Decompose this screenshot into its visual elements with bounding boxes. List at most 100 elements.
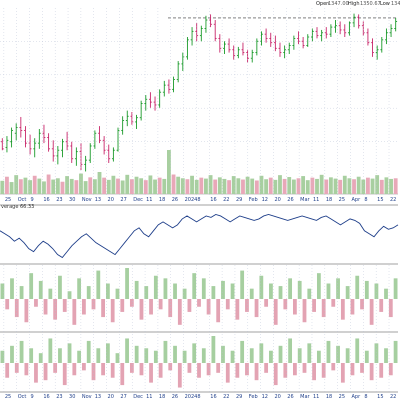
date-tick-label: 29 xyxy=(236,394,242,400)
histogram-bar xyxy=(393,340,398,363)
date-tick-label: 13 xyxy=(95,197,101,203)
date-tick-label: 20 xyxy=(274,197,280,203)
histogram-bar xyxy=(163,340,168,363)
date-axis-top: 25 Oct 9 16 23 30 Nov 13 20 27 Dec 11 18 26 2024 8 16 22 2… xyxy=(3,8,396,203)
histogram-bar xyxy=(53,299,58,320)
volume-bar xyxy=(171,174,176,194)
volume-bar xyxy=(241,179,245,194)
volume-bar xyxy=(250,178,255,194)
histogram-bar xyxy=(105,343,110,363)
histogram-bar xyxy=(360,363,364,373)
volume-bar xyxy=(254,180,259,194)
histogram-bar xyxy=(158,299,163,310)
histogram-bar xyxy=(221,345,225,363)
histogram-bar xyxy=(197,363,201,378)
histogram-bar xyxy=(173,345,177,363)
histogram-bar xyxy=(312,299,316,312)
date-tick-label: 26 xyxy=(172,394,178,400)
histogram-bar xyxy=(273,363,278,386)
histogram-bar xyxy=(0,350,5,363)
date-tick-label: Apr xyxy=(351,197,361,203)
date-tick-label: 20 xyxy=(108,394,114,400)
histogram-bar xyxy=(364,350,369,363)
volume-bar xyxy=(356,176,361,194)
histogram-bar xyxy=(43,299,48,315)
volume-bar xyxy=(338,179,343,194)
volume-bar xyxy=(0,180,5,194)
histogram-bar xyxy=(312,363,316,381)
histogram-bar xyxy=(269,350,273,363)
volume-bar xyxy=(217,177,222,194)
date-tick-label: 26 xyxy=(287,394,293,400)
date-tick-label: 18 xyxy=(159,394,165,400)
volume-bar xyxy=(143,180,148,194)
histogram-bar xyxy=(38,353,43,363)
histogram-bar xyxy=(72,299,77,325)
volume-bar xyxy=(51,179,56,194)
indicator-series-line xyxy=(0,213,399,259)
histogram-bar xyxy=(77,278,82,299)
volume-bar xyxy=(88,177,93,194)
histogram-bar xyxy=(48,338,53,363)
histogram-bar xyxy=(336,345,340,363)
histogram-bar xyxy=(163,278,168,299)
volume-bar xyxy=(264,179,269,194)
volume-bar xyxy=(116,178,120,194)
histogram-bar xyxy=(249,288,254,299)
histogram-bar xyxy=(264,363,269,373)
volume-bar xyxy=(14,175,19,194)
volume-bar xyxy=(319,174,324,194)
histogram-bar xyxy=(168,299,173,318)
histogram-bar xyxy=(38,280,43,299)
histogram-bar xyxy=(369,363,374,381)
histogram-bar xyxy=(86,340,91,363)
histogram-bar xyxy=(278,345,283,363)
histogram-bar xyxy=(158,363,163,378)
date-tick-label: 8 xyxy=(364,394,367,400)
date-axis-bottom: 25 Oct 9 16 23 30 Nov 13 20 27 Dec 11 18 26 2024 8 16 22 2… xyxy=(3,265,396,400)
date-tick-label: 30 xyxy=(69,197,75,203)
volume-bar xyxy=(301,176,306,194)
histogram-bar xyxy=(187,363,192,373)
volume-bar xyxy=(129,179,134,194)
volume-bar xyxy=(162,178,167,194)
volume-bar xyxy=(347,178,352,194)
volume-bar xyxy=(46,174,51,194)
volume-bar xyxy=(291,179,296,194)
date-tick-label: 25 xyxy=(339,394,345,400)
volume-bar xyxy=(60,181,65,194)
histogram-bar xyxy=(139,299,144,320)
histogram-bar xyxy=(77,350,82,363)
date-tick-label: Feb xyxy=(249,197,258,203)
histogram-bar xyxy=(355,338,360,363)
histogram-bar xyxy=(24,299,29,323)
histogram-bar xyxy=(19,286,24,299)
histogram-bar xyxy=(211,286,216,299)
histogram-bar xyxy=(34,363,38,383)
histogram-bar xyxy=(230,283,235,299)
histogram-bar xyxy=(105,283,110,299)
histogram-bar xyxy=(259,343,264,363)
histogram-bar xyxy=(91,299,96,310)
histogram-bar xyxy=(125,268,129,299)
histogram-bar xyxy=(340,363,345,383)
volume-bar xyxy=(236,178,241,194)
date-tick-label: 8 xyxy=(197,197,200,203)
high-label: High xyxy=(348,1,360,7)
volume-bar xyxy=(5,176,9,194)
histogram-bar xyxy=(10,345,14,363)
volume-bar xyxy=(111,175,116,194)
volume-bar xyxy=(222,178,227,194)
date-tick-label: Dec xyxy=(133,394,143,400)
histogram-bar xyxy=(288,278,293,299)
volume-bar xyxy=(204,178,208,194)
volume-bar xyxy=(296,178,301,194)
histogram-bar xyxy=(120,299,125,312)
date-tick-label: Nov xyxy=(82,394,92,400)
volume-bar xyxy=(384,177,389,194)
volume-bar xyxy=(213,179,218,194)
volume-bar xyxy=(273,179,278,194)
histogram-bar xyxy=(206,299,211,315)
volume-bar xyxy=(208,175,213,194)
histogram-bar xyxy=(34,299,38,307)
